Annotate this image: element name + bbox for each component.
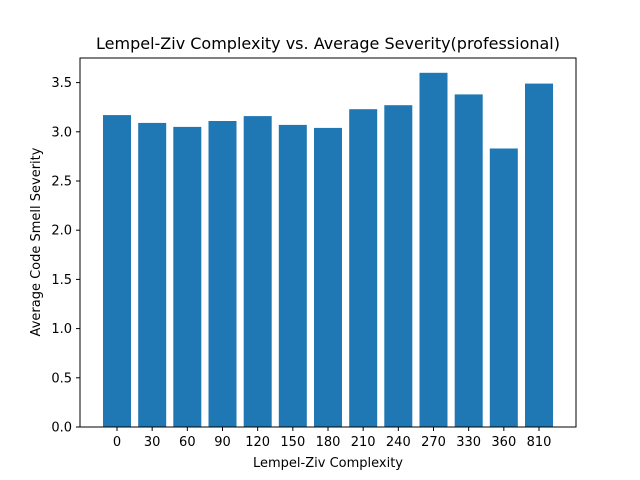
x-tick-label: 150 (280, 435, 305, 450)
x-tick-label: 270 (421, 435, 446, 450)
bar-360 (489, 148, 518, 427)
x-tick-label: 330 (456, 435, 481, 450)
x-tick-label: 60 (179, 435, 196, 450)
bar-810 (525, 83, 553, 427)
bar-210 (349, 109, 378, 427)
x-tick-label: 0 (113, 435, 121, 450)
bar-240 (384, 105, 413, 427)
bar-90 (208, 121, 237, 427)
x-axis-label: Lempel-Ziv Complexity (253, 456, 403, 471)
bar-30 (138, 122, 167, 428)
x-axis-ticks: 0 30 60 90 120 150 180 210 240 270 330 360 810 (113, 427, 552, 450)
x-tick-label: 360 (491, 435, 516, 450)
x-tick-label: 120 (245, 435, 270, 450)
y-axis-ticks: 0.0 0.5 1.0 1.5 2.0 2.5 3.0 3.5 (51, 76, 80, 436)
y-tick-label: 2.5 (51, 175, 72, 190)
x-tick-label: 180 (316, 435, 341, 450)
y-tick-label: 1.0 (51, 322, 72, 337)
bar-270 (419, 72, 448, 428)
y-axis-label: Average Code Smell Severity (29, 147, 44, 336)
x-tick-label: 810 (527, 435, 552, 450)
x-tick-label: 210 (351, 435, 376, 450)
y-tick-label: 3.0 (51, 125, 72, 140)
bar-0 (103, 115, 131, 427)
bars-group (103, 72, 553, 428)
y-tick-label: 0.5 (51, 371, 72, 386)
plot-frame (79, 57, 577, 428)
y-tick-label: 3.5 (51, 76, 72, 91)
bar-120 (243, 116, 272, 427)
y-tick-label: 0.0 (51, 421, 72, 436)
x-tick-label: 240 (386, 435, 411, 450)
bar-150 (278, 124, 307, 428)
bar-180 (314, 127, 342, 428)
x-tick-label: 30 (144, 435, 161, 450)
chart-title: Lempel-Ziv Complexity vs. Average Severi… (96, 34, 560, 53)
bar-60 (173, 126, 202, 428)
y-tick-label: 2.0 (51, 224, 72, 239)
y-tick-label: 1.5 (51, 273, 72, 288)
bar-330 (454, 94, 483, 428)
x-tick-label: 90 (214, 435, 231, 450)
